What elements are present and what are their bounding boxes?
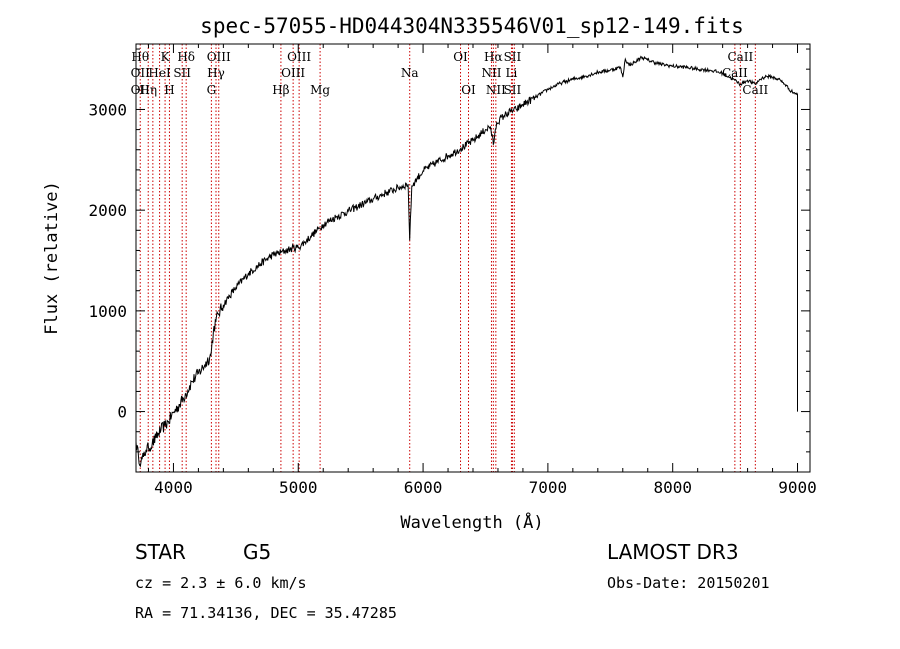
chart-title: spec-57055-HD044304N335546V01_sp12-149.f…	[200, 14, 744, 38]
x-axis: 4000 5000 6000 7000 8000 9000	[147, 44, 817, 497]
line-label: NII	[481, 66, 501, 80]
line-label: Li	[506, 66, 518, 80]
x-axis-label: Wavelength (Å)	[400, 511, 543, 533]
line-label: Hδ	[177, 50, 195, 64]
line-label: CaII	[727, 50, 753, 64]
line-label: Mg	[310, 83, 330, 97]
line-label: NII	[486, 83, 506, 97]
series-line-flux	[135, 55, 798, 468]
y-tick-label: 0	[117, 403, 127, 422]
y-axis: 0 1000 2000 3000	[88, 48, 810, 473]
object-class: STAR	[135, 540, 186, 564]
line-label: G	[207, 83, 217, 97]
line-label: Hη	[139, 83, 157, 97]
x-tick-label: 5000	[279, 478, 318, 497]
x-tick-label: 8000	[653, 478, 692, 497]
x-tick-label: 7000	[529, 478, 568, 497]
object-subclass: G5	[243, 540, 272, 564]
line-label: CaII	[722, 66, 748, 80]
line-label: OI	[453, 50, 468, 64]
line-label: HeI	[148, 66, 171, 80]
y-tick-label: 3000	[88, 100, 127, 119]
line-label: H	[164, 83, 174, 97]
observation-date: Obs-Date: 20150201	[607, 574, 770, 592]
line-label: K	[161, 50, 171, 64]
spectral-line-markers	[139, 44, 756, 472]
plot-frame	[135, 43, 811, 473]
series-layer	[135, 55, 798, 468]
line-label: CaII	[742, 83, 768, 97]
line-label: Hγ	[207, 66, 225, 80]
line-label: OIII	[281, 66, 305, 80]
line-label: Na	[401, 66, 419, 80]
survey-name: LAMOST DR3	[607, 540, 739, 564]
redshift-cz: cz = 2.3 ± 6.0 km/s	[135, 574, 307, 592]
line-label: OI	[461, 83, 476, 97]
line-label: SII	[504, 83, 522, 97]
x-tick-label: 4000	[154, 478, 193, 497]
line-label: OII	[131, 83, 151, 97]
line-label: OIII	[287, 50, 311, 64]
y-tick-label: 1000	[88, 302, 127, 321]
line-label: SII	[504, 50, 522, 64]
spectral-line-labels: HθOIIOIIHηHeIKHSIIHδGHγOIIIHβOIIIOIIIMgN…	[131, 50, 769, 97]
x-tick-label: 6000	[404, 478, 443, 497]
line-label: Hβ	[272, 83, 289, 97]
x-tick-label: 9000	[778, 478, 817, 497]
line-label: SII	[173, 66, 191, 80]
y-axis-label: Flux (relative)	[42, 181, 62, 335]
y-tick-label: 2000	[88, 201, 127, 220]
line-label: Hθ	[131, 50, 149, 64]
coordinates: RA = 71.34136, DEC = 35.47285	[135, 604, 397, 622]
line-label: Hα	[484, 50, 503, 64]
line-label: OIII	[207, 50, 231, 64]
line-label: OII	[131, 66, 151, 80]
